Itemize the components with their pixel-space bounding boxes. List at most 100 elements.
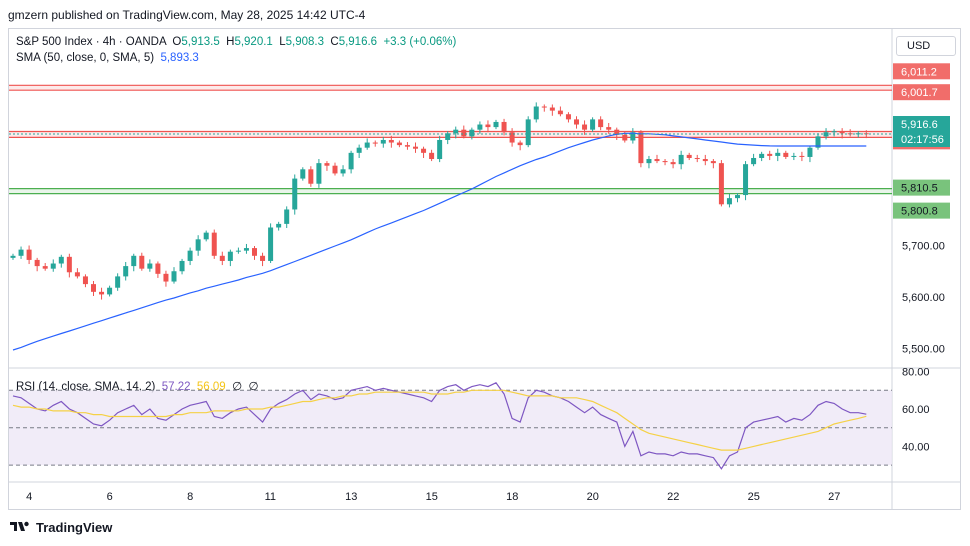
candle bbox=[227, 251, 233, 261]
currency-label: USD bbox=[907, 40, 931, 52]
candle bbox=[767, 153, 773, 156]
candle bbox=[469, 129, 475, 137]
candle bbox=[268, 227, 274, 261]
level-tag-label: 5,810.5 bbox=[901, 183, 938, 195]
candle bbox=[429, 152, 435, 160]
candle bbox=[477, 124, 483, 130]
price-tick-label: 5,500.00 bbox=[902, 343, 945, 355]
time-tick-label: 6 bbox=[107, 491, 113, 503]
candle bbox=[155, 263, 161, 274]
candle bbox=[404, 145, 410, 147]
candle bbox=[751, 157, 757, 165]
close-value: 5,916.6 bbox=[338, 36, 378, 48]
sma-label[interactable]: SMA (50, close, 0, SMA, 5) bbox=[16, 52, 155, 64]
candle bbox=[396, 142, 402, 146]
rsi-tick-label: 40.00 bbox=[902, 441, 930, 453]
candle bbox=[726, 198, 732, 205]
candle bbox=[646, 159, 652, 164]
candle bbox=[332, 165, 338, 174]
tradingview-logo-icon bbox=[10, 520, 30, 535]
candle bbox=[775, 152, 781, 156]
candle bbox=[123, 266, 129, 277]
candle bbox=[421, 148, 427, 153]
footer-brand: TradingView bbox=[10, 520, 112, 535]
candle bbox=[388, 139, 394, 143]
time-tick-label: 20 bbox=[587, 491, 599, 503]
candle bbox=[630, 132, 636, 141]
candle bbox=[171, 271, 177, 282]
candle bbox=[340, 169, 346, 174]
time-tick-label: 27 bbox=[828, 491, 840, 503]
candle bbox=[549, 107, 555, 111]
candle bbox=[565, 114, 571, 120]
candle bbox=[485, 124, 491, 128]
sma-line bbox=[12, 132, 867, 351]
rsi-sma-value: 56.09 bbox=[196, 381, 226, 393]
candle bbox=[582, 124, 588, 130]
candle bbox=[50, 263, 56, 269]
candle bbox=[131, 255, 137, 267]
currency-button[interactable]: USD bbox=[896, 36, 956, 56]
candle bbox=[115, 276, 121, 288]
candle bbox=[26, 249, 32, 260]
low-value: 5,908.3 bbox=[285, 36, 324, 48]
candle bbox=[614, 129, 620, 135]
level-tag-bg bbox=[893, 202, 950, 219]
candle bbox=[678, 154, 684, 165]
candle bbox=[139, 255, 145, 269]
candle bbox=[509, 132, 515, 143]
rsi-extra-2: ∅ bbox=[248, 381, 259, 393]
candle bbox=[324, 163, 330, 166]
level-tag-bg bbox=[893, 179, 950, 196]
time-tick-label: 13 bbox=[345, 491, 357, 503]
level-tag-label: 6,011.2 bbox=[901, 66, 937, 78]
rsi-label[interactable]: RSI (14, close, SMA, 14, 2) bbox=[16, 381, 156, 393]
candle bbox=[284, 209, 290, 224]
candle bbox=[243, 248, 249, 251]
close-label: C bbox=[330, 36, 339, 48]
candle bbox=[517, 142, 523, 146]
candle bbox=[195, 239, 201, 251]
symbol-label[interactable]: S&P 500 Index · 4h · OANDA bbox=[16, 36, 167, 48]
open-value: 5,913.5 bbox=[181, 36, 220, 48]
candle bbox=[533, 106, 539, 120]
level-tag-label: 6,001.7 bbox=[901, 87, 938, 99]
time-tick-label: 22 bbox=[667, 491, 679, 503]
candle bbox=[300, 169, 306, 179]
level-tag-bg bbox=[893, 63, 950, 80]
candle bbox=[179, 260, 185, 272]
candle bbox=[654, 159, 660, 162]
candle bbox=[34, 259, 40, 267]
candle bbox=[308, 169, 314, 184]
time-tick-label: 25 bbox=[748, 491, 760, 503]
candle bbox=[413, 146, 418, 149]
candle bbox=[638, 132, 644, 164]
candle bbox=[791, 155, 797, 157]
candle bbox=[107, 287, 113, 295]
candle bbox=[702, 159, 708, 162]
candle bbox=[622, 134, 628, 141]
candle bbox=[590, 119, 596, 130]
candle bbox=[372, 142, 378, 144]
footer-brand-text: TradingView bbox=[36, 520, 113, 535]
candle bbox=[735, 195, 740, 199]
sma-value: 5,893.3 bbox=[160, 52, 199, 64]
candle bbox=[718, 163, 724, 205]
rsi-value: 57.22 bbox=[161, 381, 191, 393]
candle bbox=[783, 152, 789, 157]
candle bbox=[815, 136, 821, 148]
candle bbox=[147, 263, 153, 269]
candle bbox=[574, 119, 579, 125]
candle bbox=[799, 155, 805, 157]
candle bbox=[461, 129, 467, 137]
candle bbox=[807, 147, 813, 157]
candle bbox=[493, 121, 499, 128]
candle bbox=[235, 250, 241, 252]
candle bbox=[743, 164, 749, 196]
candle bbox=[662, 161, 668, 163]
time-tick-label: 11 bbox=[265, 491, 276, 503]
candle bbox=[686, 154, 692, 158]
rsi-tick-label: 60.00 bbox=[902, 404, 930, 416]
rsi-tick-label: 80.00 bbox=[902, 367, 930, 379]
